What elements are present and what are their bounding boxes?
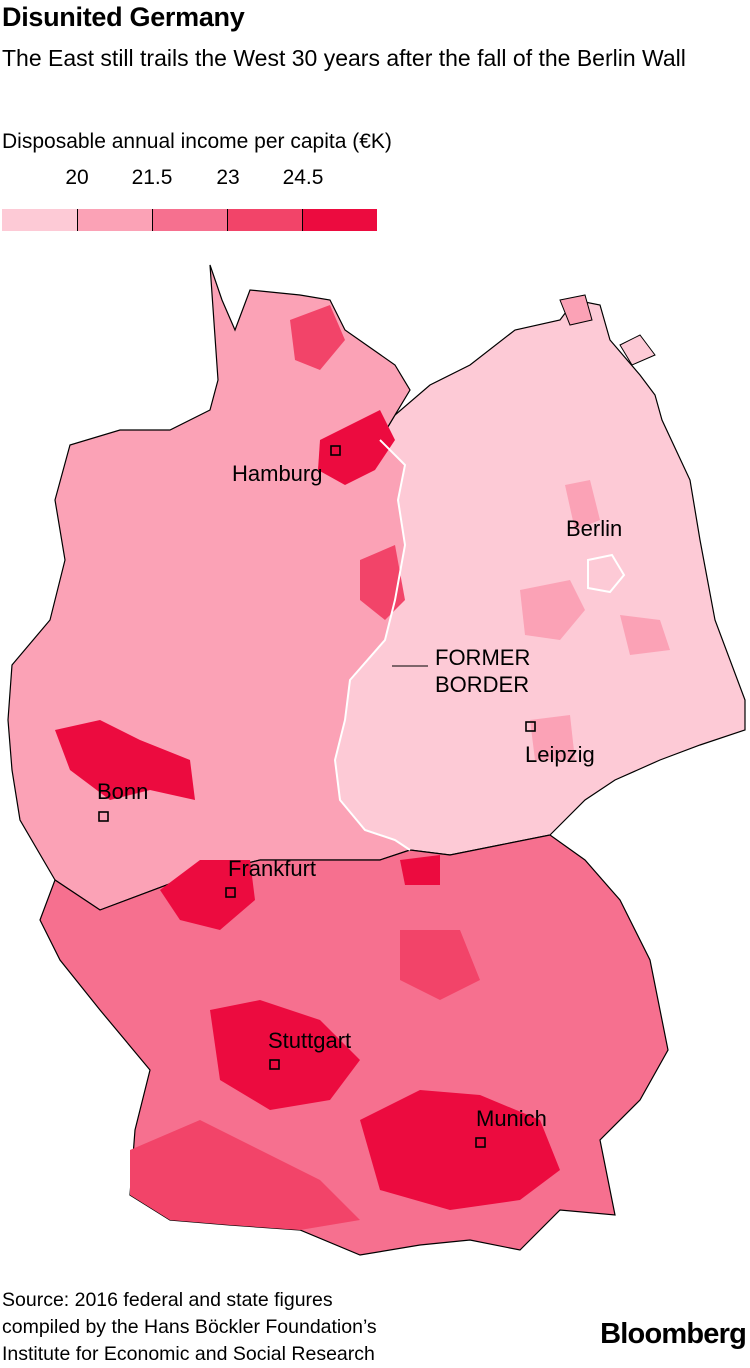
former-border-line (333, 439, 411, 851)
source-line: Source: 2016 federal and state figures (2, 1289, 333, 1311)
legend-swatch (227, 209, 302, 231)
region-north-mid (290, 305, 345, 370)
chart-subtitle: The East still trails the West 30 years … (2, 45, 686, 71)
city-marker-frankfurt (225, 887, 236, 898)
legend-tick: 23 (216, 166, 240, 189)
region-munich-area (360, 1090, 560, 1210)
region-east-patch (530, 715, 575, 760)
city-label-hamburg: Hamburg (232, 461, 322, 486)
chart-title: Disunited Germany (2, 2, 245, 32)
region-hamburg-area (318, 410, 395, 485)
city-label-munich: Munich (476, 1106, 547, 1131)
city-label-bonn: Bonn (97, 779, 148, 804)
city-marker-stuttgart (269, 1059, 280, 1070)
source-line: Institute for Economic and Social Resear… (2, 1343, 375, 1365)
germany-choropleth-map: FORMER BORDER Hamburg Berlin Leipzig Bon… (7, 264, 746, 1256)
city-label-berlin: Berlin (566, 516, 622, 541)
city-marker-bonn (98, 811, 109, 822)
legend-tick: 20 (65, 166, 89, 189)
legend-color-scale (2, 209, 377, 231)
legend-swatch (152, 209, 227, 231)
region-east-patch (620, 615, 670, 655)
legend-tick: 21.5 (131, 166, 173, 189)
city-marker-munich (475, 1137, 486, 1148)
region-frankfurt-area (160, 860, 255, 930)
city-label-stuttgart: Stuttgart (268, 1028, 351, 1053)
legend-swatch (302, 209, 377, 231)
region-east-patch (520, 580, 585, 640)
region-island (559, 294, 593, 326)
legend-swatch (2, 209, 77, 231)
source-line: compiled by the Hans Böckler Foundation’… (2, 1316, 377, 1338)
bloomberg-logo: Bloomberg (600, 1318, 747, 1350)
region-cologne-bonn (55, 720, 195, 800)
former-border-label: FORMER (435, 645, 530, 670)
region-southwest-band (130, 1120, 360, 1230)
region-berlin (587, 553, 626, 594)
city-label-frankfurt: Frankfurt (228, 856, 316, 881)
legend-swatch (77, 209, 152, 231)
city-label-leipzig: Leipzig (525, 742, 595, 767)
former-border-label: BORDER (435, 672, 529, 697)
region-stuttgart-area (210, 1000, 360, 1110)
legend-tick: 24.5 (282, 166, 324, 189)
region-west (7, 264, 412, 911)
city-marker-hamburg (330, 445, 341, 456)
region-nuremberg (400, 855, 440, 885)
region-island (619, 334, 656, 366)
city-marker-leipzig (525, 721, 536, 732)
region-bavaria-mid (400, 930, 480, 1000)
region-east-patch (565, 480, 600, 530)
source-note: Source: 2016 federal and state figures c… (2, 1287, 522, 1368)
legend-title: Disposable annual income per capita (€K) (2, 130, 392, 153)
